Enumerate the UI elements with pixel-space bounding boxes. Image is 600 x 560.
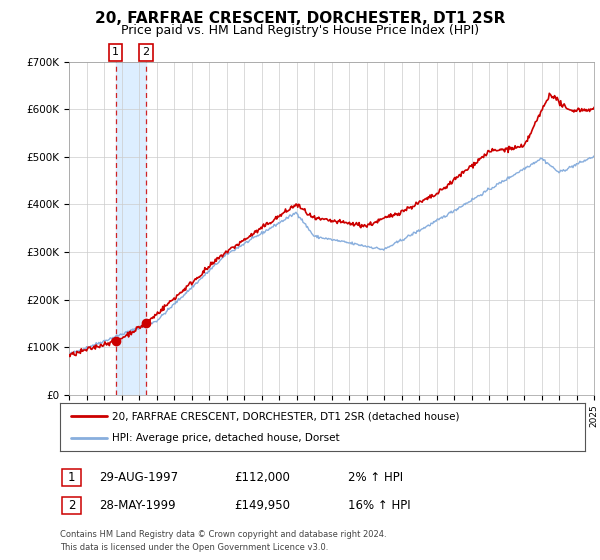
Text: Contains HM Land Registry data © Crown copyright and database right 2024.: Contains HM Land Registry data © Crown c… xyxy=(60,530,386,539)
Bar xyxy=(116,62,146,395)
Text: This data is licensed under the Open Government Licence v3.0.: This data is licensed under the Open Gov… xyxy=(60,543,328,552)
Text: 28-MAY-1999: 28-MAY-1999 xyxy=(99,498,176,512)
Text: 20, FARFRAE CRESCENT, DORCHESTER, DT1 2SR: 20, FARFRAE CRESCENT, DORCHESTER, DT1 2S… xyxy=(95,11,505,26)
Text: 1: 1 xyxy=(68,470,75,484)
Text: 1: 1 xyxy=(112,48,119,58)
Text: 2: 2 xyxy=(143,48,150,58)
Text: Price paid vs. HM Land Registry's House Price Index (HPI): Price paid vs. HM Land Registry's House … xyxy=(121,24,479,37)
Text: 29-AUG-1997: 29-AUG-1997 xyxy=(99,470,178,484)
Text: 20, FARFRAE CRESCENT, DORCHESTER, DT1 2SR (detached house): 20, FARFRAE CRESCENT, DORCHESTER, DT1 2S… xyxy=(113,411,460,421)
Text: 2: 2 xyxy=(68,498,75,512)
Text: HPI: Average price, detached house, Dorset: HPI: Average price, detached house, Dors… xyxy=(113,433,340,443)
Text: 2% ↑ HPI: 2% ↑ HPI xyxy=(348,470,403,484)
Text: 16% ↑ HPI: 16% ↑ HPI xyxy=(348,498,410,512)
Text: £112,000: £112,000 xyxy=(234,470,290,484)
Text: £149,950: £149,950 xyxy=(234,498,290,512)
